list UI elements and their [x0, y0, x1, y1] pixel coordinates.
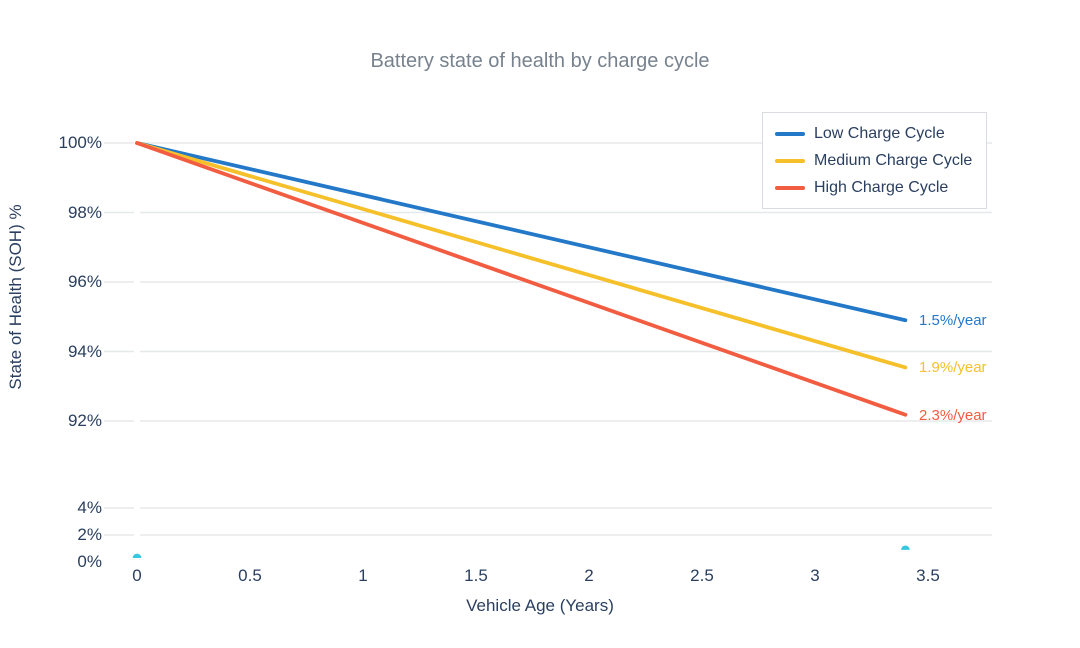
annotation-1-9-year: 1.9%/year [919, 359, 987, 377]
y-tick-label-4: 4% [77, 498, 102, 517]
legend: Low Charge Cycle Medium Charge Cycle High … [762, 112, 988, 209]
x-tick-label-3.5: 3.5 [916, 566, 940, 585]
annotation-2-3-year: 2.3%/year [919, 406, 987, 424]
y-tick-label-92: 92% [67, 411, 102, 430]
legend-label: Low Charge Cycle [814, 124, 945, 142]
x-tick-label-0: 0 [132, 566, 142, 585]
marker-dot [132, 553, 142, 558]
y-tick-label-94: 94% [67, 341, 102, 361]
legend-item-high-charge-cycle[interactable]: High Charge Cycle [775, 175, 972, 200]
x-tick-label-3: 3 [810, 566, 820, 585]
x-tick-label-0.5: 0.5 [238, 566, 262, 585]
y-tick-label-0: 0% [77, 552, 102, 571]
series-line-medium-charge-cycle [135, 141, 908, 370]
legend-item-medium-charge-cycle[interactable]: Medium Charge Cycle [775, 148, 972, 173]
x-axis-title: Vehicle Age (Years) [466, 596, 614, 615]
x-tick-label-2.5: 2.5 [690, 566, 714, 585]
y-tick-label-2: 2% [77, 525, 102, 544]
x-tick-label-1: 1 [358, 566, 368, 585]
legend-item-low-charge-cycle[interactable]: Low Charge Cycle [775, 121, 972, 146]
chart-title: Battery state of health by charge cycle [370, 50, 710, 72]
legend-label: Medium Charge Cycle [814, 151, 973, 169]
x-tick-label-1.5: 1.5 [464, 566, 488, 585]
legend-line-swatch [775, 158, 805, 163]
y-tick-label-100: 100% [58, 133, 102, 152]
x-tick-label-2: 2 [584, 566, 594, 585]
legend-line-swatch [775, 131, 805, 136]
marker-dot [901, 545, 910, 550]
y-tick-label-96: 96% [67, 272, 102, 291]
series-line-low-charge-cycle [135, 141, 908, 323]
series-line-high-charge-cycle [135, 141, 908, 417]
legend-line-swatch [775, 185, 805, 190]
legend-label: High Charge Cycle [814, 178, 949, 196]
y-tick-label-98: 98% [67, 202, 102, 222]
annotation-1-5-year: 1.5%/year [919, 312, 987, 330]
